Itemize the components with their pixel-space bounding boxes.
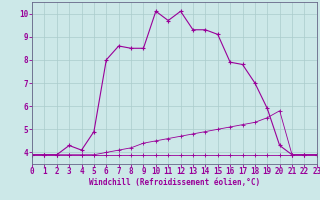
- X-axis label: Windchill (Refroidissement éolien,°C): Windchill (Refroidissement éolien,°C): [89, 178, 260, 187]
